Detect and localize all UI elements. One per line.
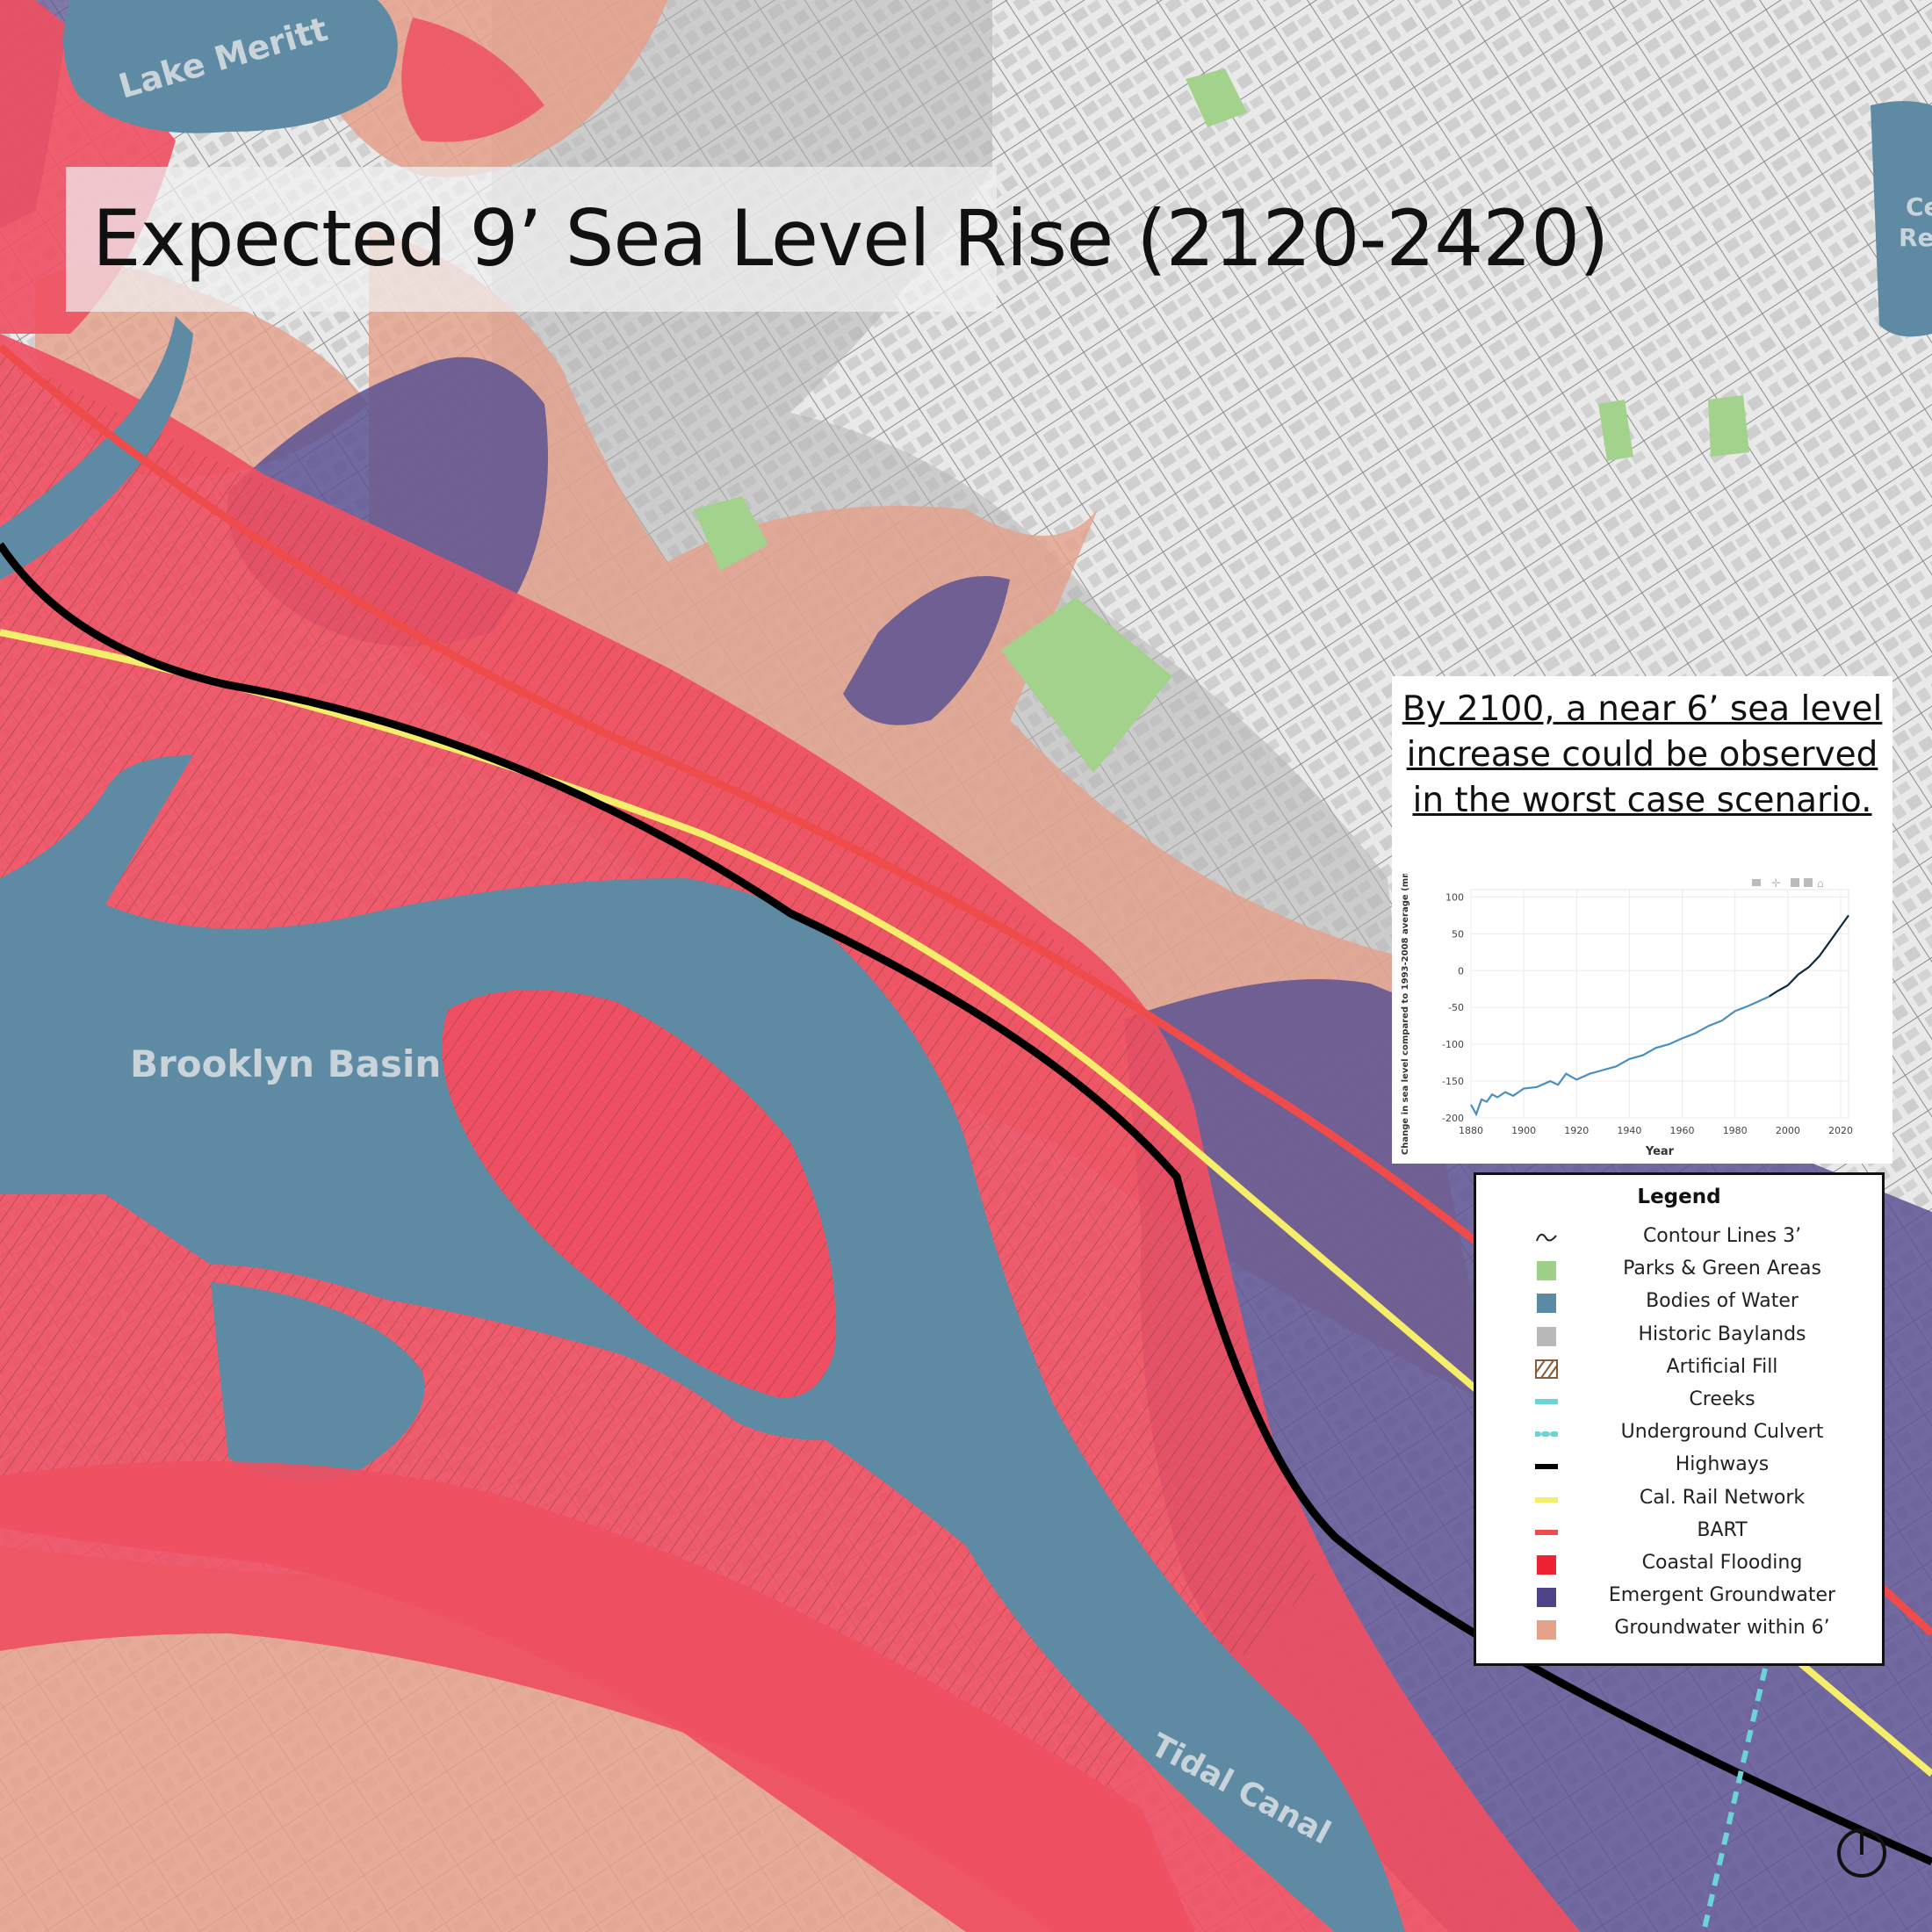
alameda-island-fill: [442, 990, 836, 1398]
emergent-groundwater: [843, 576, 1010, 725]
legend-label: Creeks: [1689, 1388, 1755, 1410]
title-banner: Expected 9’ Sea Level Rise (2120-2420): [66, 167, 1610, 312]
legend-label: Artificial Fill: [1666, 1355, 1778, 1378]
chart-x-tick-label: 2020: [1828, 1125, 1853, 1136]
coastal-flooding-south: [0, 1461, 1194, 1932]
legend-line-swatch: [1535, 1496, 1558, 1503]
chart-y-tick-label: 0: [1458, 965, 1464, 977]
chart-x-tick-label: 1960: [1670, 1125, 1695, 1136]
water-east-edge: [1871, 101, 1932, 337]
chart-caption: By 2100, a near 6’ sea level increase co…: [1402, 689, 1883, 820]
chart-plot-area: [1470, 889, 1849, 1119]
pan-icon[interactable]: ✛: [1771, 877, 1781, 890]
brooklyn-basin-label: Brooklyn Basin: [130, 1042, 441, 1085]
chart-x-tick-label: 1900: [1511, 1125, 1536, 1136]
chart-x-tick-label: 1940: [1617, 1125, 1641, 1136]
legend-item: BART: [1476, 1516, 1882, 1548]
legend-item: Artificial Fill: [1476, 1352, 1882, 1385]
park: [1001, 597, 1172, 773]
camera-icon[interactable]: [1752, 879, 1761, 886]
chart-series-line: [1769, 914, 1849, 998]
legend-item: Underground Culvert: [1476, 1417, 1882, 1450]
park: [1186, 68, 1247, 127]
water-inlet: [211, 1282, 425, 1481]
culvert-line: [1701, 1668, 1768, 1932]
chart-y-axis-label: Change in sea level compared to 1993-200…: [1401, 874, 1410, 1155]
legend-color-swatch: [1537, 1326, 1556, 1346]
zoom-out-icon[interactable]: [1804, 878, 1813, 887]
chart-x-axis-label: Year: [1645, 1145, 1675, 1158]
sea-level-chart: ✛ ⌂ 100 50 0 -50 -100 -150 -200 1880 1900 1920 19…: [1401, 874, 1853, 1158]
edge-label-top: Ce: [1906, 192, 1932, 221]
chart-lines: [1470, 914, 1849, 1117]
lake-merritt: [63, 0, 398, 133]
legend-color-swatch: [1537, 1261, 1556, 1281]
legend-label: Cal. Rail Network: [1639, 1486, 1806, 1509]
legend-item: Cal. Rail Network: [1476, 1483, 1882, 1516]
legend-line-swatch: [1535, 1464, 1558, 1470]
legend-item: Contour Lines 3’: [1476, 1222, 1882, 1254]
chart-grid: [1470, 889, 1849, 1119]
legend-label: Parks & Green Areas: [1623, 1258, 1821, 1280]
zoom-in-icon[interactable]: [1791, 878, 1799, 887]
legend-label: Contour Lines 3’: [1642, 1225, 1802, 1247]
legend-line-swatch: [1535, 1431, 1558, 1438]
legend-title: Legend: [1637, 1186, 1721, 1208]
legend-item: Highways: [1476, 1450, 1882, 1482]
hatch-icon: [1535, 1359, 1558, 1379]
legend-item: Bodies of Water: [1476, 1287, 1882, 1319]
legend-label: Highways: [1675, 1453, 1770, 1476]
legend-color-swatch: [1537, 1555, 1556, 1575]
legend-item: Historic Baylands: [1476, 1320, 1882, 1352]
coastal-flooding: [401, 18, 544, 142]
chart-x-tick-label: 1880: [1459, 1125, 1483, 1136]
chart-y-ticks: 100 50 0 -50 -100 -150 -200: [1442, 891, 1464, 1124]
chart-series-line: [1470, 995, 1770, 1117]
chart-x-ticks: 1880 1900 1920 1940 1960 1980 2000 2020: [1459, 1125, 1853, 1136]
legend-label: BART: [1697, 1518, 1748, 1541]
legend-label: Groundwater within 6’: [1614, 1617, 1830, 1640]
legend-color-swatch: [1537, 1294, 1556, 1314]
legend-item: Parks & Green Areas: [1476, 1254, 1882, 1287]
chart-x-tick-label: 1920: [1564, 1125, 1589, 1136]
chart-y-tick-label: 100: [1445, 891, 1464, 903]
legend-color-swatch: [1537, 1620, 1556, 1640]
chart-y-tick-label: 50: [1452, 928, 1464, 940]
home-icon[interactable]: ⌂: [1817, 877, 1824, 890]
chart-x-tick-label: 2000: [1776, 1125, 1800, 1136]
park: [1708, 395, 1749, 457]
park: [694, 496, 768, 571]
north-arrow-icon: [1837, 1828, 1886, 1878]
sea-level-chart-panel: By 2100, a near 6’ sea level increase co…: [1392, 676, 1892, 1164]
legend-item: Coastal Flooding: [1476, 1548, 1882, 1581]
chart-y-tick-label: -150: [1442, 1076, 1464, 1087]
legend-item: Emergent Groundwater: [1476, 1581, 1882, 1613]
page-title: Expected 9’ Sea Level Rise (2120-2420): [92, 193, 1610, 284]
chart-y-tick-label: -100: [1442, 1039, 1464, 1050]
legend-label: Historic Baylands: [1638, 1323, 1806, 1345]
chart-y-tick-label: -50: [1448, 1002, 1464, 1013]
map-legend: Legend Contour Lines 3’ Parks & Green Are…: [1474, 1172, 1885, 1666]
legend-line-swatch: [1535, 1529, 1558, 1535]
legend-label: Underground Culvert: [1620, 1421, 1824, 1444]
legend-color-swatch: [1537, 1588, 1556, 1608]
edge-label-bottom: Res: [1899, 223, 1932, 252]
legend-item: Groundwater within 6’: [1476, 1613, 1882, 1646]
chart-toolbar: ✛ ⌂: [1752, 877, 1824, 890]
channel-water: [0, 316, 193, 580]
chart-y-tick-label: -200: [1442, 1113, 1464, 1124]
chart-x-tick-label: 1980: [1723, 1125, 1748, 1136]
legend-label: Coastal Flooding: [1641, 1552, 1803, 1574]
contour-line-icon: [1536, 1233, 1557, 1242]
highway-line: [0, 542, 1932, 1866]
legend-label: Bodies of Water: [1646, 1290, 1799, 1313]
park: [1598, 400, 1633, 461]
legend-line-swatch: [1535, 1399, 1558, 1404]
legend-label: Emergent Groundwater: [1608, 1584, 1836, 1607]
legend-item: Creeks: [1476, 1385, 1882, 1417]
